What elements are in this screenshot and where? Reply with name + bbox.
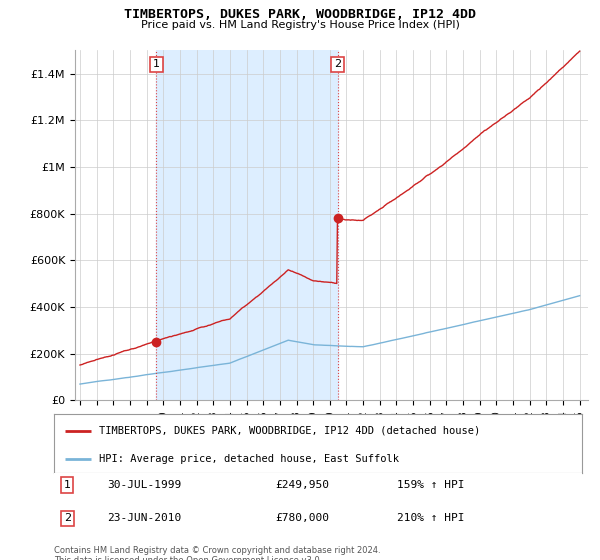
Text: 1: 1: [153, 59, 160, 69]
Text: HPI: Average price, detached house, East Suffolk: HPI: Average price, detached house, East…: [99, 454, 399, 464]
Text: £249,950: £249,950: [276, 480, 330, 490]
Text: 23-JUN-2010: 23-JUN-2010: [107, 514, 181, 523]
Bar: [156, 50, 338, 400]
Text: Contains HM Land Registry data © Crown copyright and database right 2024.
This d: Contains HM Land Registry data © Crown c…: [54, 546, 380, 560]
Text: Price paid vs. HM Land Registry's House Price Index (HPI): Price paid vs. HM Land Registry's House …: [140, 20, 460, 30]
Text: 210% ↑ HPI: 210% ↑ HPI: [397, 514, 465, 523]
Text: 2: 2: [334, 59, 341, 69]
Text: 2: 2: [64, 514, 71, 523]
Text: TIMBERTOPS, DUKES PARK, WOODBRIDGE, IP12 4DD: TIMBERTOPS, DUKES PARK, WOODBRIDGE, IP12…: [124, 8, 476, 21]
Text: 1: 1: [64, 480, 71, 490]
Text: TIMBERTOPS, DUKES PARK, WOODBRIDGE, IP12 4DD (detached house): TIMBERTOPS, DUKES PARK, WOODBRIDGE, IP12…: [99, 426, 480, 436]
Text: 30-JUL-1999: 30-JUL-1999: [107, 480, 181, 490]
Text: 159% ↑ HPI: 159% ↑ HPI: [397, 480, 465, 490]
Text: £780,000: £780,000: [276, 514, 330, 523]
